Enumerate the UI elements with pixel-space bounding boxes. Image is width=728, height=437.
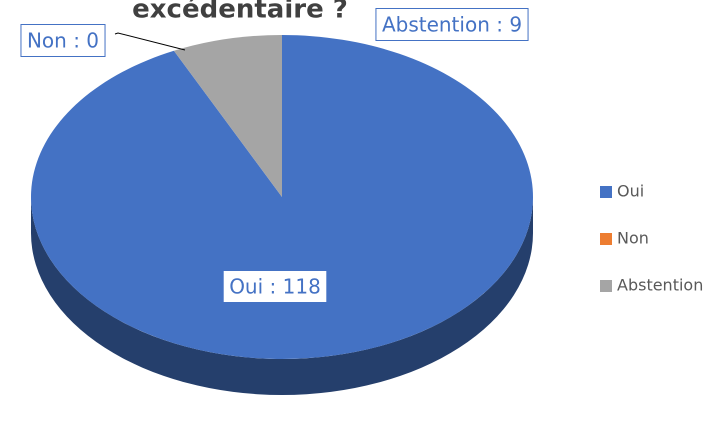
leader-line xyxy=(114,32,186,51)
data-label-box xyxy=(375,8,529,41)
legend-label: Oui xyxy=(617,182,644,201)
legend-swatch xyxy=(600,280,612,292)
legend-label: Abstention xyxy=(617,276,703,295)
data-label-box xyxy=(222,270,328,303)
data-label: Non : 0 xyxy=(27,29,99,53)
chart-title: excédentaire ? xyxy=(132,0,348,25)
data-label-box xyxy=(20,24,106,57)
slice xyxy=(173,35,282,197)
legend-label: Non xyxy=(617,229,649,248)
legend-swatch xyxy=(600,233,612,245)
slice-side xyxy=(31,197,533,395)
legend-swatch xyxy=(600,186,612,198)
data-label: Abstention : 9 xyxy=(382,13,522,37)
data-label: Oui : 118 xyxy=(229,275,321,299)
